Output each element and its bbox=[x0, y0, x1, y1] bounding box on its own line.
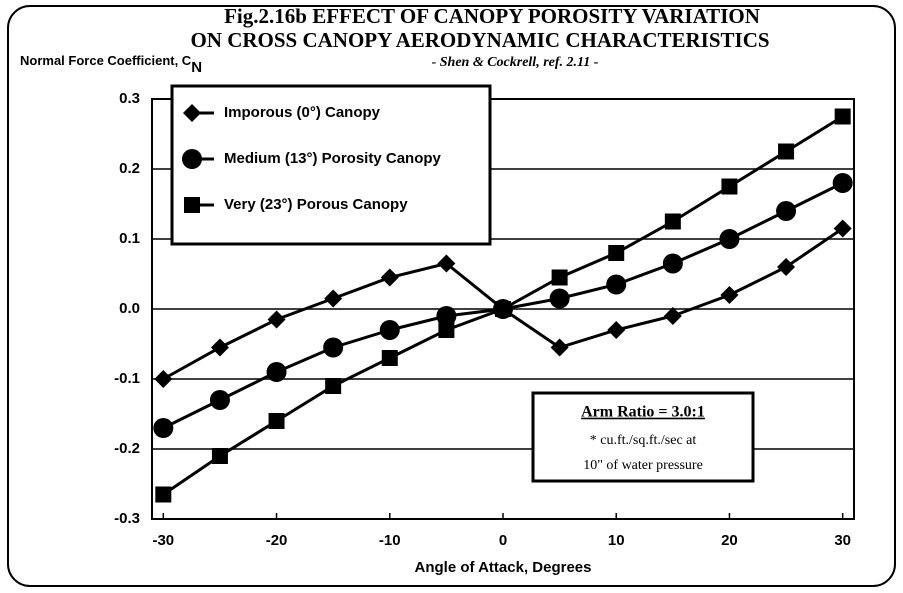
point-marker bbox=[153, 418, 174, 438]
point-marker bbox=[664, 213, 681, 230]
point-marker bbox=[662, 253, 683, 274]
subtitle: - Shen & Cockrell, ref. 2.11 - bbox=[432, 55, 599, 70]
x-tick-label: 0 bbox=[499, 532, 507, 549]
point-marker bbox=[721, 178, 738, 195]
point-marker bbox=[379, 320, 400, 340]
annotation-line: * cu.ft./sq.ft./sec at bbox=[590, 433, 697, 448]
x-tick-label: 10 bbox=[608, 532, 625, 549]
y-tick-label: 0.0 bbox=[119, 300, 140, 317]
x-tick-label: -10 bbox=[379, 532, 401, 549]
point-marker bbox=[549, 288, 570, 309]
point-marker bbox=[436, 306, 457, 326]
point-marker bbox=[551, 269, 568, 286]
point-marker bbox=[210, 338, 229, 357]
annotation-line: 10" of water pressure bbox=[583, 458, 703, 473]
y-label-subscript: N bbox=[191, 59, 202, 76]
point-marker bbox=[832, 173, 853, 193]
legend-marker bbox=[182, 149, 202, 169]
point-marker bbox=[267, 310, 286, 329]
point-marker bbox=[834, 108, 851, 125]
point-marker bbox=[155, 486, 172, 503]
point-marker bbox=[776, 201, 797, 221]
y-tick-label: 0.2 bbox=[119, 160, 140, 177]
point-marker bbox=[324, 289, 343, 308]
point-marker bbox=[211, 448, 228, 464]
legend-label: Medium (13°) Porosity Canopy bbox=[224, 150, 442, 167]
point-marker bbox=[495, 301, 511, 317]
x-tick-label: -20 bbox=[266, 532, 288, 549]
annotation-title: Arm Ratio = 3.0:1 bbox=[581, 404, 705, 421]
x-tick-label: 20 bbox=[721, 532, 738, 549]
point-marker bbox=[380, 268, 399, 287]
point-marker bbox=[154, 370, 173, 388]
chart-title: Fig.2.16b EFFECT OF CANOPY POROSITY VARI… bbox=[224, 4, 760, 28]
point-marker bbox=[663, 307, 682, 325]
annotation-box bbox=[531, 391, 755, 483]
y-tick-label: -0.1 bbox=[114, 370, 140, 387]
y-label-text: Normal Force Coefficient, C bbox=[20, 53, 192, 68]
y-tick-label: 0.3 bbox=[119, 90, 140, 107]
point-marker bbox=[608, 245, 625, 261]
legend-box bbox=[170, 84, 492, 246]
point-marker bbox=[719, 229, 740, 249]
legend-marker bbox=[183, 104, 201, 122]
point-marker bbox=[325, 378, 342, 394]
point-marker bbox=[720, 286, 739, 304]
legend-marker bbox=[184, 197, 200, 213]
point-marker bbox=[266, 362, 287, 382]
point-marker bbox=[778, 143, 795, 160]
point-marker bbox=[437, 254, 456, 273]
y-tick-label: 0.1 bbox=[119, 230, 140, 247]
y-tick-label: -0.2 bbox=[114, 440, 140, 457]
point-marker bbox=[777, 258, 796, 276]
legend-label: Very (23°) Porous Canopy bbox=[224, 196, 408, 213]
point-marker bbox=[606, 274, 627, 295]
x-axis-label: Angle of Attack, Degrees bbox=[415, 559, 592, 576]
chart-title-line2: ON CROSS CANOPY AERODYNAMIC CHARACTERIST… bbox=[190, 28, 769, 52]
point-marker bbox=[833, 219, 852, 238]
point-marker bbox=[607, 321, 626, 339]
y-tick-label: -0.3 bbox=[114, 510, 140, 527]
y-axis-label: Normal Force Coefficient, CN bbox=[20, 53, 202, 76]
legend-label: Imporous (0°) Canopy bbox=[224, 104, 381, 121]
point-marker bbox=[550, 338, 569, 357]
point-marker bbox=[209, 390, 230, 410]
figure-border bbox=[7, 5, 896, 587]
point-marker bbox=[438, 322, 455, 338]
x-tick-label: -30 bbox=[152, 532, 174, 549]
point-marker bbox=[268, 413, 285, 429]
point-marker bbox=[323, 337, 344, 358]
x-tick-label: 30 bbox=[834, 532, 851, 549]
point-marker bbox=[381, 350, 398, 366]
